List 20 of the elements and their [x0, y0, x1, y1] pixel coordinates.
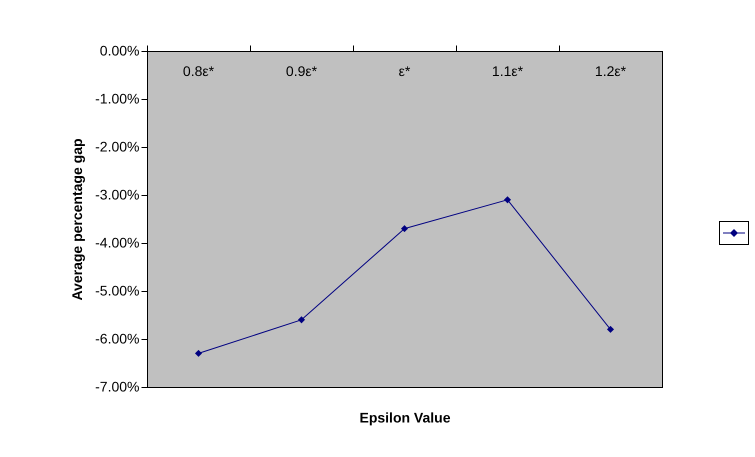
point	[504, 196, 512, 204]
point	[298, 316, 306, 324]
x-tick-label: ε*	[398, 63, 411, 79]
y-tick-label: -6.00%	[95, 330, 140, 346]
y-tick-label: -5.00%	[95, 282, 140, 298]
y-tick-label: -3.00%	[95, 186, 140, 202]
x-axis-title: Epsilon Value	[359, 410, 451, 426]
y-tick-label: -2.00%	[95, 138, 140, 154]
y-tick-label: -1.00%	[95, 90, 140, 106]
y-tick-label: -4.00%	[95, 234, 140, 250]
x-tick-label: 0.9ε*	[286, 63, 318, 79]
point	[606, 326, 614, 333]
point	[400, 225, 408, 232]
y-tick-label: -7.00%	[95, 378, 140, 394]
x-tick-label: 1.2ε*	[594, 63, 627, 79]
y-tick-label: 0.00%	[100, 42, 140, 58]
x-tick-label: 1.1ε*	[492, 63, 524, 79]
point	[194, 350, 202, 357]
y-axis-title: Average percentage gap	[69, 138, 86, 301]
x-tick-label: 0.8ε*	[182, 63, 215, 79]
